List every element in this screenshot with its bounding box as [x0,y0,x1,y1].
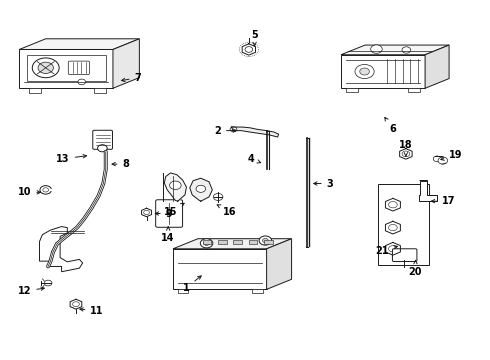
Circle shape [170,181,181,189]
Circle shape [371,45,382,53]
Circle shape [200,239,213,248]
Circle shape [389,224,397,231]
Polygon shape [19,39,139,49]
Circle shape [78,79,86,85]
Circle shape [196,185,206,192]
Polygon shape [178,289,188,293]
FancyBboxPatch shape [392,249,417,261]
Text: 11: 11 [80,306,104,315]
Polygon shape [252,289,263,293]
Polygon shape [40,226,83,272]
Text: 16: 16 [217,205,237,217]
Polygon shape [173,239,292,249]
Polygon shape [94,88,106,93]
Text: 19: 19 [441,150,463,160]
FancyBboxPatch shape [68,61,89,75]
Circle shape [44,280,52,286]
Text: 8: 8 [112,159,129,169]
Circle shape [360,68,369,75]
Circle shape [355,64,374,78]
Text: 14: 14 [161,227,175,243]
Polygon shape [19,49,113,88]
Text: 5: 5 [251,30,258,46]
Circle shape [389,246,397,252]
Circle shape [389,202,397,208]
Bar [378,184,429,265]
Polygon shape [203,240,211,244]
Circle shape [98,145,107,152]
Circle shape [230,127,237,132]
Circle shape [402,47,411,53]
Polygon shape [249,240,257,244]
Text: 1: 1 [183,276,201,293]
Polygon shape [29,88,41,93]
Text: 3: 3 [314,179,333,189]
Polygon shape [164,173,186,201]
Text: 13: 13 [56,154,87,164]
Text: 17: 17 [431,196,455,206]
Circle shape [433,156,441,162]
Polygon shape [232,127,279,137]
Circle shape [402,151,410,157]
Text: 9: 9 [155,208,172,219]
Polygon shape [173,249,267,289]
Text: 10: 10 [18,187,40,197]
FancyBboxPatch shape [156,200,183,227]
Circle shape [73,302,79,307]
Circle shape [259,236,271,245]
Polygon shape [341,45,449,55]
Text: 2: 2 [214,126,236,136]
Circle shape [38,62,53,73]
Polygon shape [218,240,227,244]
Text: 18: 18 [399,140,413,156]
Polygon shape [341,55,425,88]
Circle shape [263,238,268,243]
FancyBboxPatch shape [93,130,113,149]
Circle shape [245,47,253,52]
Polygon shape [267,239,292,289]
Circle shape [204,241,209,246]
Text: 4: 4 [248,154,261,164]
Polygon shape [346,88,358,92]
Text: 7: 7 [122,73,141,83]
Circle shape [40,186,51,194]
Polygon shape [190,178,212,201]
Polygon shape [419,181,437,201]
Circle shape [32,58,59,78]
Text: 15: 15 [164,203,184,217]
Polygon shape [233,240,242,244]
Text: 21: 21 [375,246,397,256]
Text: 12: 12 [18,286,44,296]
Polygon shape [113,39,139,88]
Polygon shape [425,45,449,88]
Text: 6: 6 [385,117,396,134]
Polygon shape [408,88,420,92]
Text: 20: 20 [409,260,422,277]
Circle shape [438,157,448,164]
Polygon shape [264,240,273,244]
Circle shape [144,210,149,215]
